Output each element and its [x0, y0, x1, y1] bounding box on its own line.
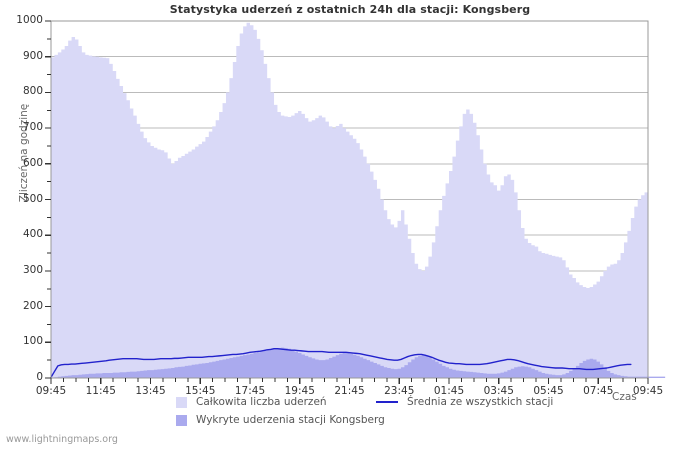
- legend-item-average[interactable]: Średnia ze wszystkich stacji: [376, 396, 553, 408]
- legend-label-average: Średnia ze wszystkich stacji: [407, 396, 554, 408]
- x-tick-label: 05:45: [533, 385, 564, 397]
- legend-label-station: Wykryte uderzenia stacji Kongsberg: [196, 414, 385, 426]
- x-tick-label: 03:45: [483, 385, 514, 397]
- x-tick-label: 21:45: [334, 385, 365, 397]
- x-tick-label: 09:45: [632, 385, 664, 397]
- x-tick-label: 09:45: [35, 385, 67, 397]
- x-tick-label: 13:45: [135, 385, 166, 397]
- y-tick-label: 200: [22, 299, 43, 312]
- y-tick-label: 400: [22, 228, 43, 241]
- x-tick-label: 15:45: [185, 385, 216, 397]
- x-tick-label: 07:45: [583, 385, 614, 397]
- x-tick-label: 01:45: [433, 385, 465, 397]
- y-tick-label: 500: [22, 192, 43, 205]
- chart-title: Statystyka uderzeń z ostatnich 24h dla s…: [169, 3, 531, 16]
- x-tick-label: 23:45: [384, 385, 415, 397]
- x-tick-label: 17:45: [234, 385, 266, 397]
- legend-item-total[interactable]: Całkowita liczba uderzeń: [176, 396, 327, 408]
- y-tick-label: 0: [36, 371, 43, 383]
- legend-item-station[interactable]: Wykryte uderzenia stacji Kongsberg: [176, 414, 385, 426]
- y-tick-label: 700: [22, 121, 43, 134]
- x-tick-label: 11:45: [85, 385, 116, 397]
- legend-swatch-station-icon: [176, 414, 187, 426]
- legend-swatch-total-icon: [176, 396, 187, 408]
- y-tick-label: 600: [22, 156, 43, 169]
- y-tick-label: 300: [22, 263, 43, 276]
- legend-label-total: Całkowita liczba uderzeń: [196, 396, 327, 408]
- y-tick-label: 800: [22, 85, 43, 98]
- footer-source-url: www.lightningmaps.org: [6, 434, 118, 445]
- y-tick-label: 900: [22, 49, 43, 62]
- x-tick-label: 19:45: [284, 385, 315, 397]
- x-axis-title: Czas: [612, 391, 637, 403]
- y-tick-label: 100: [22, 335, 43, 348]
- y-tick-label: 1000: [16, 14, 43, 26]
- legend-line-average-icon: [376, 401, 398, 403]
